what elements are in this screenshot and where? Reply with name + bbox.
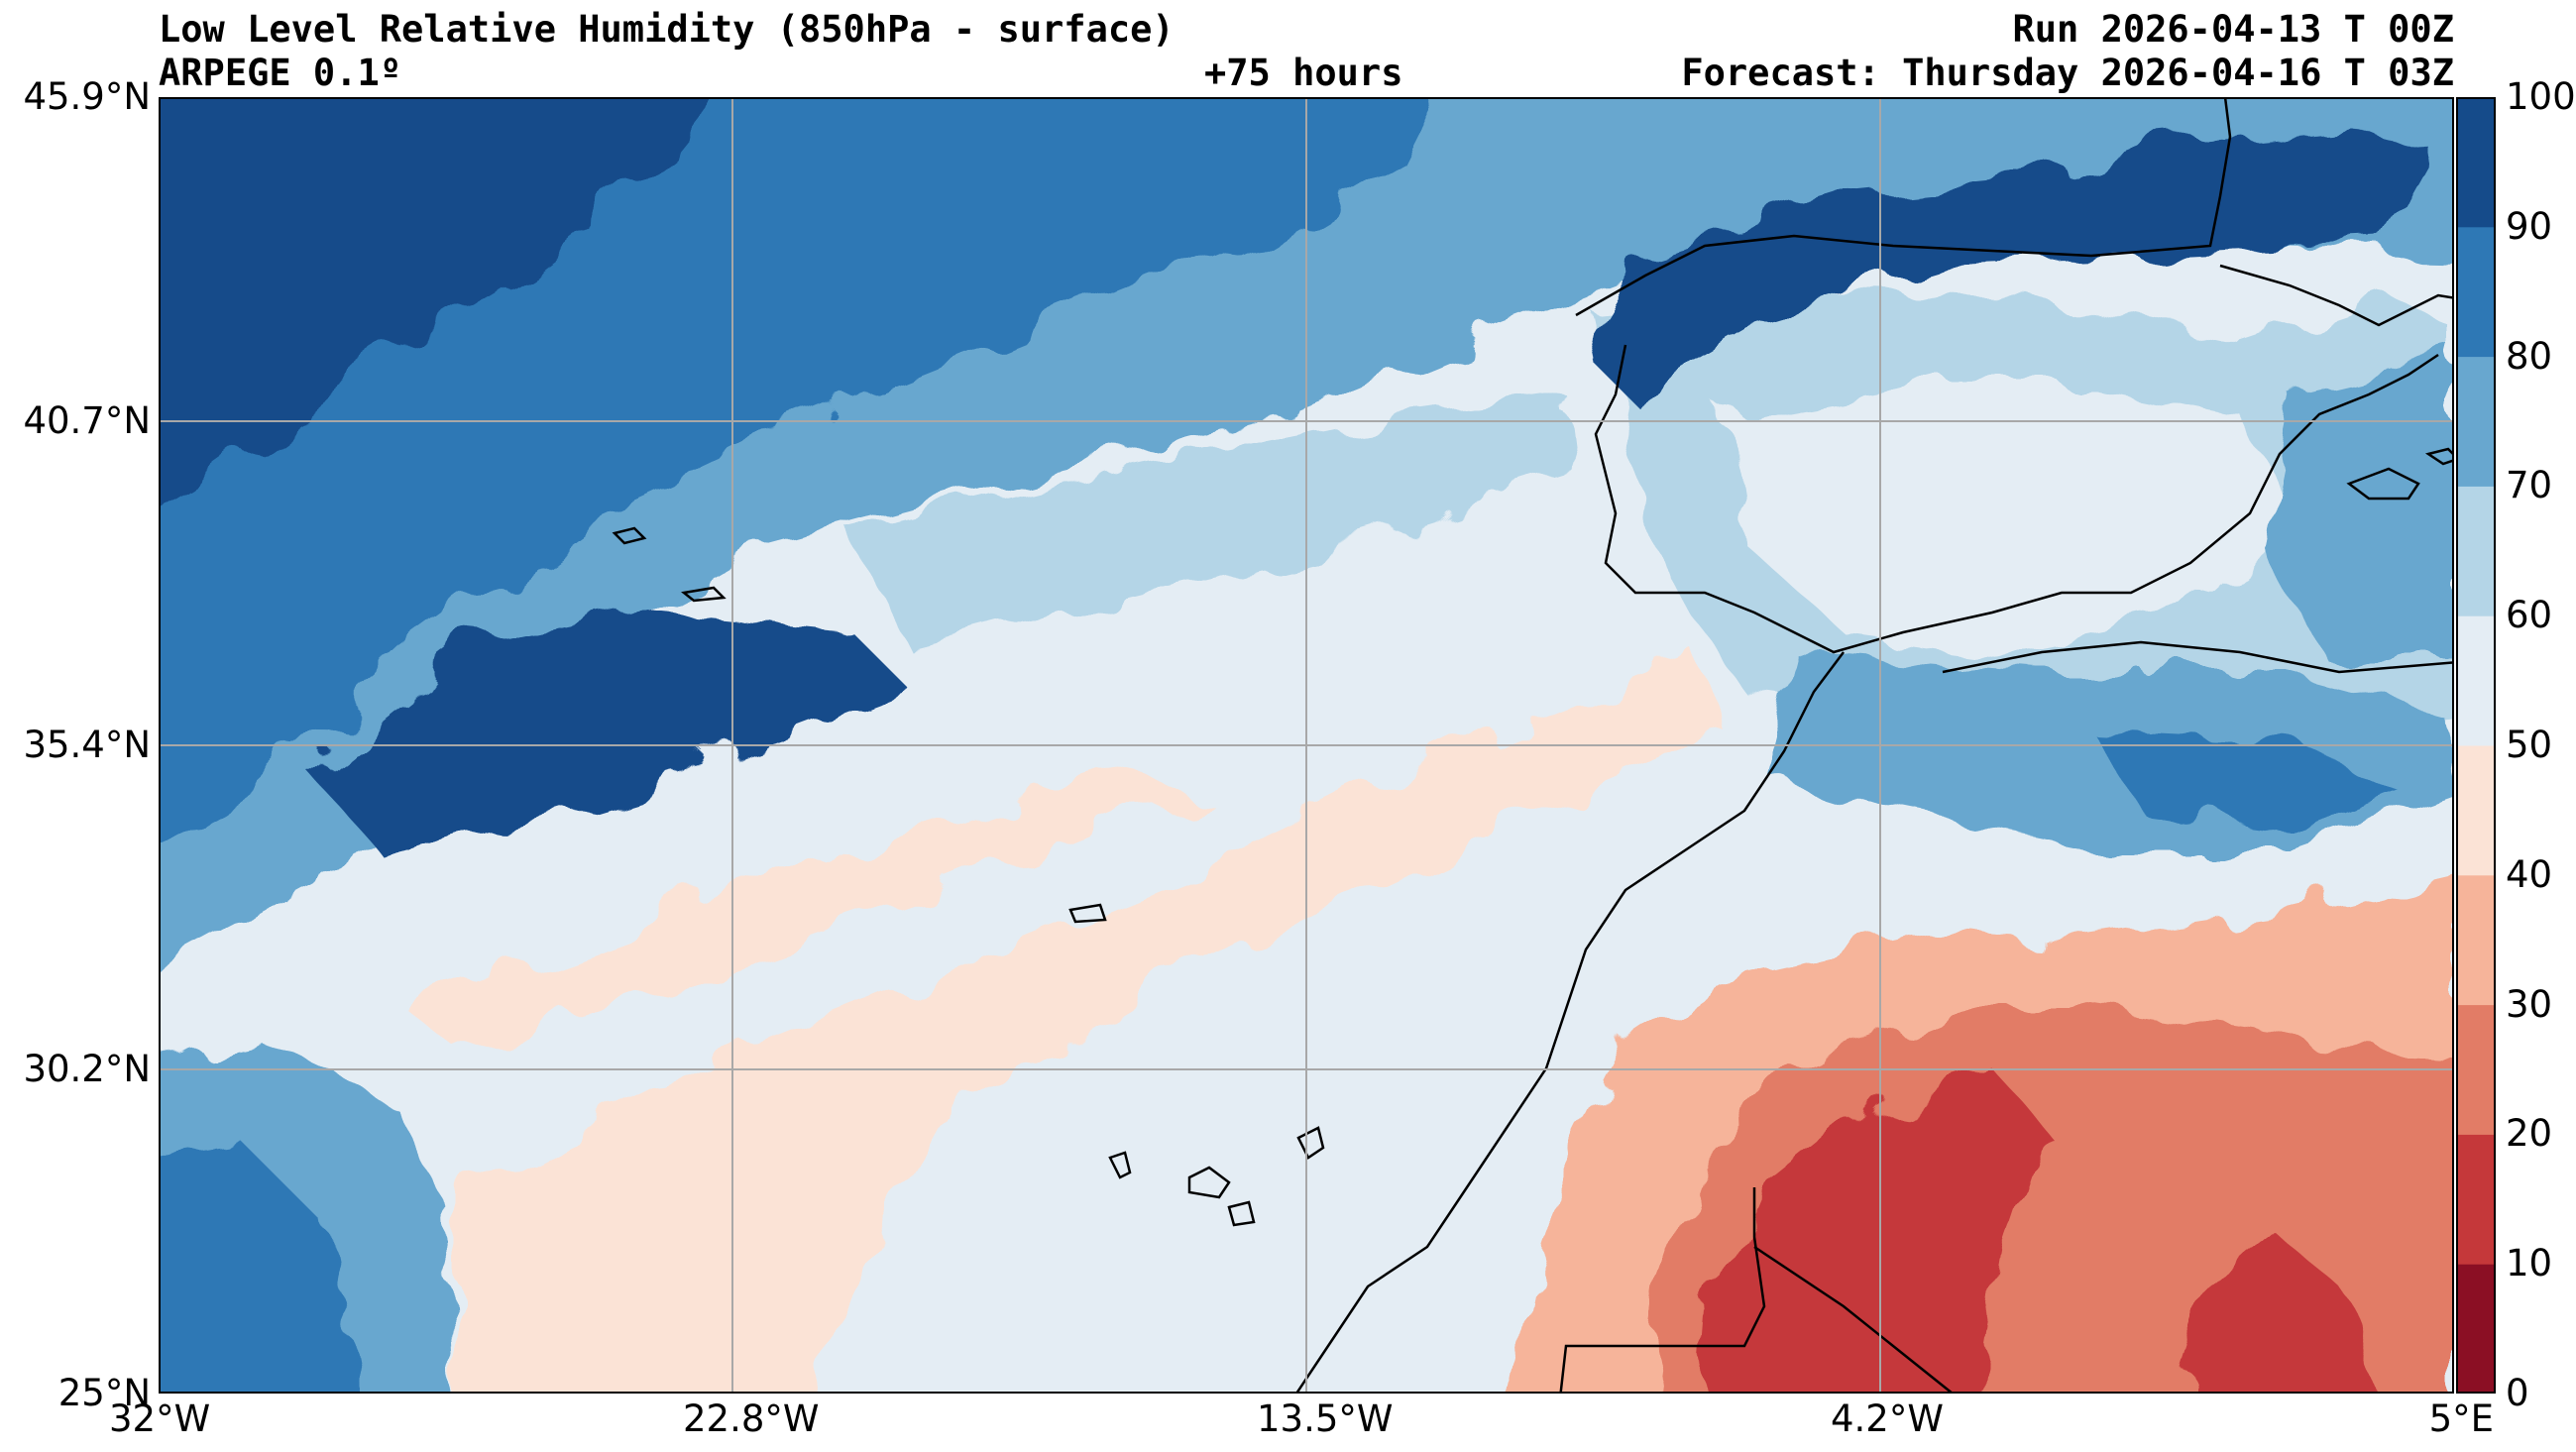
colorbar-tick-label: 60 <box>2506 594 2553 637</box>
atlas-humid-inner <box>2091 731 2399 831</box>
latitude-tick-label: 45.9°N <box>23 75 151 118</box>
longitude-tick-label: 4.2°W <box>1831 1397 1944 1440</box>
colorbar-segment <box>2456 97 2496 228</box>
model-label: ARPEGE 0.1º <box>159 52 402 94</box>
latitude-tick-label: 30.2°N <box>23 1048 151 1090</box>
dry-tongue-40 <box>456 652 1725 1394</box>
humid-band-60 <box>852 394 1576 652</box>
colorbar-segment <box>2456 1264 2496 1394</box>
map-title: Low Level Relative Humidity (850hPa - su… <box>159 8 1175 51</box>
colorbar-tick-label: 80 <box>2506 334 2553 378</box>
map-frame <box>159 97 2454 1394</box>
colorbar-segment <box>2456 615 2496 746</box>
colorbar-tick-label: 90 <box>2506 204 2553 248</box>
colorbar-tick-label: 100 <box>2506 75 2576 118</box>
colorbar-segment <box>2456 486 2496 616</box>
latitude-tick-label: 40.7°N <box>23 399 151 442</box>
colorbar-segment <box>2456 745 2496 876</box>
colorbar-segment <box>2456 226 2496 358</box>
lead-time-label: +75 hours <box>1204 52 1403 94</box>
humid-band-90 <box>159 97 722 509</box>
humidity-map <box>159 97 2454 1394</box>
colorbar-tick-label: 50 <box>2506 724 2553 766</box>
colorbar-segment <box>2456 874 2496 1006</box>
colorbar-tick-label: 40 <box>2506 852 2553 896</box>
sahara-20b <box>2173 1237 2383 1394</box>
forecast-label: Forecast: Thursday 2026-04-16 T 03Z <box>1681 52 2454 94</box>
longitude-tick-label: 22.8°W <box>683 1397 820 1440</box>
dry-tongue-40b <box>406 771 1199 1049</box>
colorbar-segment <box>2456 1004 2496 1135</box>
mediterranean-humid <box>2260 355 2454 652</box>
colorbar-tick-label: 20 <box>2506 1112 2553 1156</box>
coastlines <box>612 97 2454 1394</box>
humid-band-90b <box>307 613 912 860</box>
colorbar-segment <box>2456 356 2496 487</box>
longitude-tick-label: 5°E <box>2428 1397 2494 1440</box>
run-label: Run 2026-04-13 T 00Z <box>2012 8 2454 51</box>
sahara-20 <box>1708 1068 2042 1394</box>
humid-patch-sw-inner <box>159 1148 360 1394</box>
colorbar-segment <box>2456 1134 2496 1265</box>
longitude-tick-label: 32°W <box>109 1397 211 1440</box>
colorbar-tick-label: 0 <box>2506 1372 2529 1414</box>
colorbar-tick-label: 30 <box>2506 982 2553 1026</box>
colorbar-tick-label: 70 <box>2506 464 2553 507</box>
colorbar <box>2456 97 2496 1394</box>
longitude-tick-label: 13.5°W <box>1257 1397 1394 1440</box>
gridlines <box>159 97 2454 1394</box>
biscay-humid <box>1586 117 2438 394</box>
colorbar-tick-label: 10 <box>2506 1242 2553 1285</box>
latitude-tick-label: 35.4°N <box>23 724 151 766</box>
latitude-tick-label: 25°N <box>57 1372 151 1414</box>
